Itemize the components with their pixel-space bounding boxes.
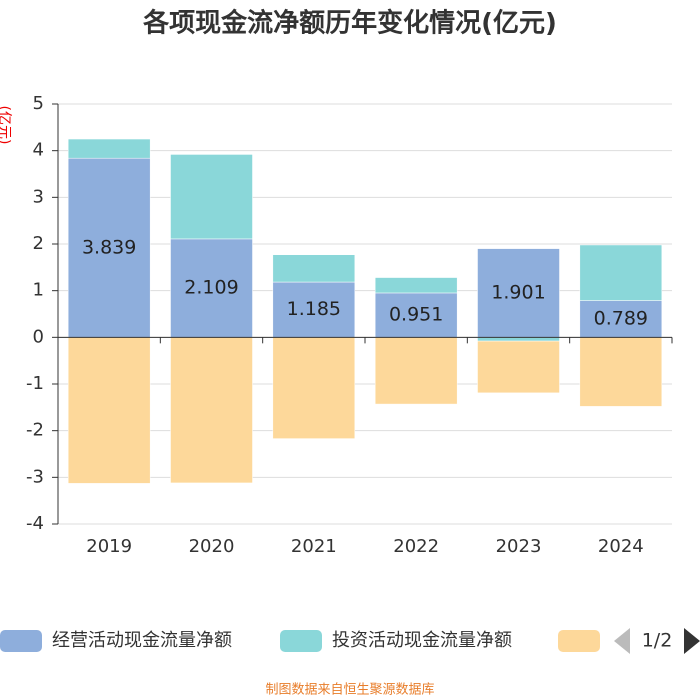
legend-swatch: [0, 630, 42, 652]
bar: [170, 238, 253, 338]
legend-page: 1/2: [642, 630, 673, 652]
data-label: 3.839: [82, 236, 136, 258]
bar: [477, 340, 560, 394]
source-note: 制图数据来自恒生聚源数据库: [265, 682, 434, 698]
data-label: 1.185: [287, 298, 341, 320]
legend-swatch: [558, 630, 600, 652]
bar: [477, 248, 560, 338]
y-tick-label: 0: [33, 326, 44, 347]
legend-next[interactable]: [684, 628, 700, 654]
data-label: 0.951: [389, 304, 443, 326]
chart-title: 各项现金流净额历年变化情况(亿元): [142, 8, 557, 39]
x-tick-label: 2020: [189, 536, 235, 557]
x-tick-label: 2019: [86, 536, 132, 557]
y-axis-label: (亿元): [0, 106, 12, 145]
bar: [170, 154, 253, 240]
x-tick-label: 2022: [393, 536, 439, 557]
bar: [272, 254, 356, 283]
y-tick-label: 3: [33, 186, 44, 207]
bar: [67, 157, 151, 338]
y-tick-label: -2: [26, 420, 44, 441]
bar: [170, 337, 253, 484]
bar: [67, 337, 151, 484]
x-tick-label: 2023: [496, 536, 542, 557]
y-tick-label: -1: [26, 373, 44, 394]
legend-label: 投资活动现金流量净额: [332, 630, 512, 651]
legend-swatch: [280, 630, 322, 652]
bar: [579, 244, 663, 301]
y-tick-label: 4: [33, 140, 44, 161]
bar: [272, 281, 356, 338]
data-label: 0.789: [594, 307, 648, 329]
y-tick-label: 5: [33, 93, 44, 114]
x-tick-label: 2021: [291, 536, 337, 557]
y-tick-label: 2: [33, 233, 44, 254]
bar: [477, 337, 560, 342]
y-tick-label: -4: [26, 513, 44, 534]
x-tick-label: 2024: [598, 536, 644, 557]
bar: [374, 277, 458, 294]
data-label: 2.109: [184, 277, 238, 299]
y-tick-label: -3: [26, 466, 44, 487]
bar: [272, 337, 356, 439]
legend-label: 经营活动现金流量净额: [52, 630, 232, 651]
bar: [67, 138, 151, 159]
bar: [579, 337, 663, 407]
bar: [374, 337, 458, 405]
y-tick-label: 1: [33, 280, 44, 301]
legend-prev[interactable]: [614, 628, 630, 654]
data-label: 1.901: [491, 281, 545, 303]
